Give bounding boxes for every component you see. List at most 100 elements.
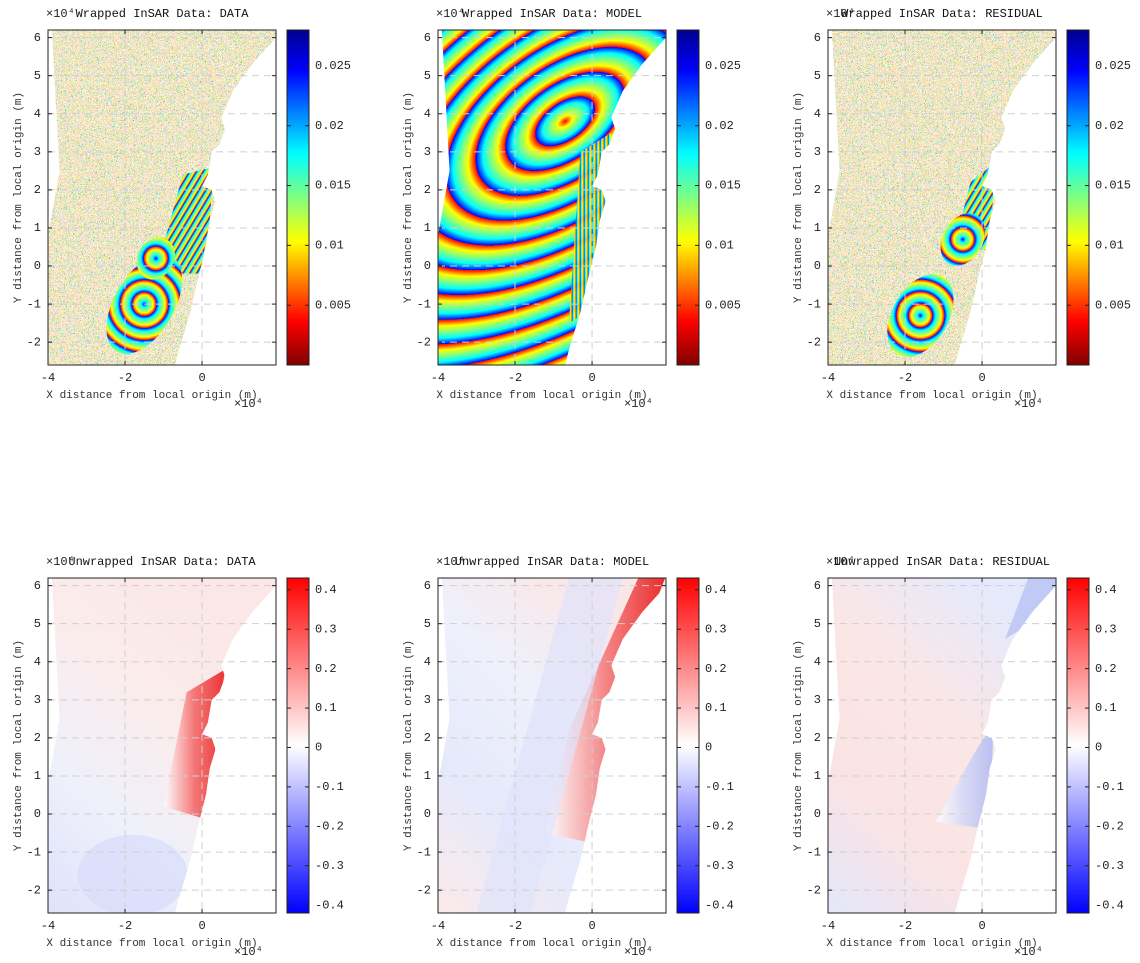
x-tick-label: -4 — [821, 371, 835, 385]
axes-frame — [437, 577, 667, 914]
y-tick-label: 4 — [814, 107, 821, 121]
x-exponent: ×10⁴ — [234, 945, 263, 959]
colorbar-tick-label: 0.4 — [705, 583, 727, 597]
x-exponent: ×10⁴ — [1014, 397, 1043, 411]
colorbar-tick-label: 0.01 — [1095, 239, 1124, 253]
axes-frame — [47, 29, 277, 366]
x-tick-label: -2 — [898, 919, 912, 933]
y-tick-label: 0 — [814, 259, 821, 273]
colorbar-tick-label: 0.3 — [1095, 622, 1117, 636]
y-exponent: ×10⁴ — [826, 555, 855, 569]
y-axis-label: Y distance from local origin (m) — [13, 92, 25, 303]
y-tick-label: 5 — [814, 617, 821, 631]
colorbar-tick-label: 0.02 — [705, 119, 734, 133]
y-tick-label: 2 — [814, 183, 821, 197]
y-tick-label: 3 — [34, 693, 41, 707]
colorbar-tick-label: -0.4 — [705, 898, 734, 912]
y-tick-label: 3 — [814, 145, 821, 159]
y-axis-label: Y distance from local origin (m) — [793, 92, 805, 303]
colorbar-tick-label: -0.1 — [705, 780, 734, 794]
y-tick-label: 2 — [34, 183, 41, 197]
y-tick-label: 3 — [34, 145, 41, 159]
colorbar-tick-label: -0.3 — [1095, 859, 1124, 873]
y-exponent: ×10⁴ — [826, 7, 855, 21]
x-exponent: ×10⁴ — [1014, 945, 1043, 959]
y-axis-label: Y distance from local origin (m) — [13, 640, 25, 851]
fringe-blob — [940, 213, 986, 266]
chart-title: Wrapped InSAR Data: RESIDUAL — [841, 7, 1043, 21]
x-tick-label: -2 — [508, 919, 522, 933]
colorbar-tick-label: 0.015 — [1095, 179, 1131, 193]
colorbar-tick-label: 0.1 — [315, 701, 337, 715]
y-exponent: ×10⁴ — [46, 555, 75, 569]
y-tick-label: 1 — [34, 221, 41, 235]
colorbar-tick-label: 0.01 — [315, 239, 344, 253]
colorbar-tick-label: 0.2 — [705, 662, 727, 676]
y-tick-label: 0 — [424, 807, 431, 821]
colorbar-tick-label: -0.1 — [1095, 780, 1124, 794]
colorbar — [676, 29, 700, 366]
colorbar-tick-label: 0.2 — [1095, 662, 1117, 676]
x-tick-label: 0 — [978, 371, 985, 385]
y-axis-label: Y distance from local origin (m) — [793, 640, 805, 851]
y-tick-label: 0 — [34, 259, 41, 273]
colorbar-tick-label: -0.3 — [705, 859, 734, 873]
y-tick-label: 5 — [814, 69, 821, 83]
colorbar — [676, 577, 700, 914]
colorbar — [286, 577, 310, 914]
colorbar — [286, 29, 310, 366]
y-tick-label: 6 — [34, 31, 41, 45]
low — [77, 834, 188, 913]
colorbar-tick-label: -0.4 — [1095, 898, 1124, 912]
x-tick-label: 0 — [588, 919, 595, 933]
y-tick-label: 5 — [34, 617, 41, 631]
x-tick-label: -4 — [431, 919, 445, 933]
colorbar-tick-label: -0.2 — [705, 819, 734, 833]
y-exponent: ×10⁴ — [436, 7, 465, 21]
axes-frame — [827, 577, 1057, 914]
x-tick-label: 0 — [588, 371, 595, 385]
y-tick-label: -1 — [27, 297, 41, 311]
axes-frame — [827, 29, 1057, 366]
y-tick-label: -1 — [417, 297, 431, 311]
y-tick-label: 2 — [34, 731, 41, 745]
colorbar-tick-label: 0 — [1095, 741, 1102, 755]
y-tick-label: -2 — [807, 883, 821, 897]
image — [828, 578, 1056, 913]
colorbar-tick-label: 0.02 — [1095, 119, 1124, 133]
y-tick-label: -2 — [417, 335, 431, 349]
model-fringes — [438, 30, 666, 365]
x-tick-label: -2 — [898, 371, 912, 385]
x-tick-label: -4 — [431, 371, 445, 385]
colorbar-tick-label: -0.2 — [1095, 819, 1124, 833]
y-tick-label: 3 — [424, 145, 431, 159]
y-tick-label: 6 — [814, 31, 821, 45]
colorbar-tick-label: 0.025 — [705, 59, 741, 73]
colorbar-tick-label: 0.005 — [705, 298, 741, 312]
colorbar — [1066, 29, 1090, 366]
colorbar-tick-label: 0.3 — [315, 622, 337, 636]
y-tick-label: -1 — [27, 845, 41, 859]
x-tick-label: 0 — [198, 919, 205, 933]
colorbar-tick-label: -0.3 — [315, 859, 344, 873]
x-tick-label: -2 — [118, 371, 132, 385]
colorbar-tick-label: -0.2 — [315, 819, 344, 833]
y-tick-label: 6 — [424, 31, 431, 45]
y-exponent: ×10⁴ — [46, 7, 75, 21]
x-axis-label: X distance from local origin (m) — [46, 938, 257, 950]
y-axis-label: Y distance from local origin (m) — [403, 92, 415, 303]
y-exponent: ×10⁴ — [436, 555, 465, 569]
colorbar-tick-label: 0.005 — [1095, 298, 1131, 312]
y-tick-label: -2 — [27, 335, 41, 349]
colorbar-tick-label: 0.02 — [315, 119, 344, 133]
x-axis-label: X distance from local origin (m) — [436, 390, 647, 402]
x-tick-label: -2 — [508, 371, 522, 385]
y-tick-label: 1 — [814, 221, 821, 235]
colorbar-tick-label: 0.2 — [315, 662, 337, 676]
colorbar — [1066, 577, 1090, 914]
